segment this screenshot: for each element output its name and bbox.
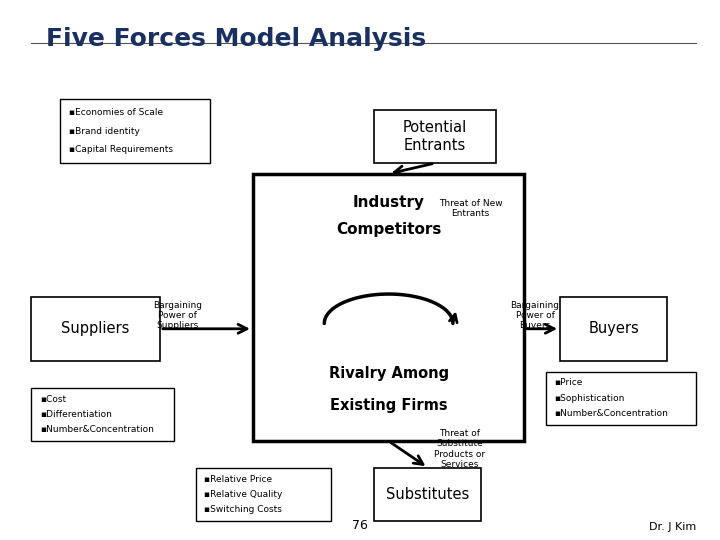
FancyBboxPatch shape (32, 388, 174, 441)
Text: ▪Economies of Scale: ▪Economies of Scale (68, 108, 163, 117)
Text: Rivalry Among: Rivalry Among (328, 366, 449, 381)
FancyBboxPatch shape (546, 372, 696, 425)
FancyBboxPatch shape (32, 296, 160, 361)
Text: Potential
Entrants: Potential Entrants (403, 120, 467, 153)
Text: ▪Relative Quality: ▪Relative Quality (204, 490, 283, 499)
Text: ▪Brand identity: ▪Brand identity (68, 126, 140, 136)
FancyBboxPatch shape (196, 468, 331, 521)
Text: Industry: Industry (353, 195, 425, 210)
Text: ▪Cost: ▪Cost (40, 395, 66, 403)
Text: Existing Firms: Existing Firms (330, 399, 447, 413)
Text: Substitutes: Substitutes (386, 487, 469, 502)
Text: Competitors: Competitors (336, 222, 441, 237)
Text: ▪Relative Price: ▪Relative Price (204, 475, 272, 484)
Text: Bargaining
Power of
Suppliers: Bargaining Power of Suppliers (153, 301, 202, 330)
Text: ▪Capital Requirements: ▪Capital Requirements (68, 145, 173, 154)
Text: ▪Number&Concentration: ▪Number&Concentration (40, 425, 154, 434)
Text: ▪Differentiation: ▪Differentiation (40, 410, 112, 419)
Text: Buyers: Buyers (588, 321, 639, 336)
FancyBboxPatch shape (374, 468, 482, 521)
Text: 76: 76 (352, 519, 368, 532)
FancyBboxPatch shape (60, 99, 210, 163)
FancyBboxPatch shape (253, 174, 524, 441)
Text: Suppliers: Suppliers (61, 321, 130, 336)
FancyBboxPatch shape (560, 296, 667, 361)
Text: ▪Price: ▪Price (554, 379, 582, 388)
Text: ▪Switching Costs: ▪Switching Costs (204, 505, 282, 514)
Text: ▪Number&Concentration: ▪Number&Concentration (554, 409, 668, 418)
Text: ▪Sophistication: ▪Sophistication (554, 394, 625, 403)
Text: Five Forces Model Analysis: Five Forces Model Analysis (45, 27, 426, 51)
Text: Threat of New
Entrants: Threat of New Entrants (439, 199, 503, 218)
FancyBboxPatch shape (374, 110, 496, 163)
Text: Threat of
Substitute
Products or
Services: Threat of Substitute Products or Service… (434, 429, 485, 469)
Text: Bargaining
Power of
Buyers: Bargaining Power of Buyers (510, 301, 559, 330)
Text: Dr. J Kim: Dr. J Kim (649, 522, 696, 532)
